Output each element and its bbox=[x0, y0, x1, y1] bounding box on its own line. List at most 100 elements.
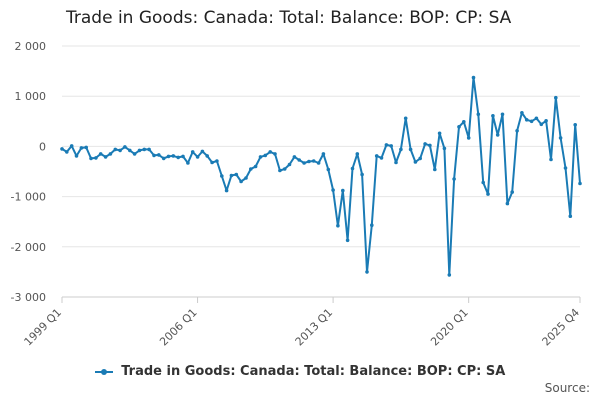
data-point bbox=[520, 111, 524, 115]
data-point bbox=[394, 160, 398, 165]
data-point bbox=[403, 116, 408, 121]
data-point bbox=[341, 188, 345, 193]
data-point bbox=[433, 167, 437, 172]
data-point bbox=[447, 273, 452, 277]
data-point bbox=[278, 168, 282, 173]
data-point bbox=[200, 149, 205, 154]
data-point bbox=[462, 120, 466, 124]
data-point bbox=[258, 155, 263, 159]
data-point bbox=[147, 147, 151, 152]
data-point bbox=[239, 179, 243, 184]
data-point bbox=[311, 159, 316, 163]
data-point bbox=[471, 75, 476, 80]
data-point bbox=[491, 114, 495, 118]
data-point bbox=[452, 177, 456, 181]
legend[interactable]: Trade in Goods: Canada: Total: Balance: … bbox=[0, 364, 600, 379]
x-tick-label: 2025 Q4 bbox=[540, 306, 583, 349]
data-point bbox=[365, 270, 369, 274]
y-tick-label: -2 000 bbox=[11, 241, 46, 254]
data-point bbox=[563, 166, 568, 170]
data-point bbox=[481, 180, 486, 185]
data-point bbox=[568, 214, 573, 218]
data-point bbox=[171, 154, 176, 158]
data-point bbox=[389, 144, 394, 148]
line-chart: 2 000 1 000 0 -1 000 -2 000 -3 000 1999 Q1 2006… bbox=[11, 40, 583, 349]
data-point bbox=[282, 167, 287, 171]
data-point bbox=[355, 152, 360, 156]
data-point bbox=[79, 146, 84, 150]
data-point bbox=[524, 118, 529, 122]
data-point bbox=[142, 147, 147, 152]
data-point bbox=[554, 95, 558, 100]
x-tick-label: 2020 Q1 bbox=[428, 306, 471, 349]
data-point bbox=[360, 172, 364, 177]
data-point bbox=[137, 148, 142, 153]
data-point bbox=[229, 173, 234, 178]
legend-line-marker-icon bbox=[94, 367, 113, 377]
data-point bbox=[500, 112, 505, 117]
data-point bbox=[539, 122, 544, 127]
source-label: Source: bbox=[544, 381, 590, 395]
data-point bbox=[186, 161, 190, 165]
data-point bbox=[379, 156, 384, 160]
data-point bbox=[123, 145, 127, 149]
y-tick-label: -1 000 bbox=[11, 191, 46, 204]
data-point bbox=[326, 167, 331, 172]
data-point bbox=[103, 155, 108, 159]
data-point bbox=[457, 125, 461, 129]
data-point bbox=[118, 148, 122, 153]
data-point bbox=[510, 190, 514, 194]
data-point bbox=[321, 152, 326, 156]
data-point bbox=[190, 150, 195, 154]
data-point bbox=[195, 155, 200, 159]
data-point bbox=[268, 150, 273, 154]
data-point bbox=[292, 155, 297, 159]
data-point bbox=[157, 153, 161, 157]
legend-dot bbox=[100, 368, 107, 375]
data-point bbox=[181, 154, 185, 159]
data-point bbox=[234, 172, 239, 177]
data-point bbox=[374, 154, 379, 158]
data-point bbox=[544, 119, 548, 123]
data-point bbox=[442, 146, 447, 151]
data-point bbox=[505, 201, 510, 206]
data-point bbox=[74, 154, 79, 158]
data-point bbox=[152, 153, 156, 158]
data-point bbox=[94, 156, 98, 160]
data-point bbox=[336, 223, 340, 228]
data-point bbox=[495, 133, 500, 137]
data-point bbox=[176, 155, 180, 160]
data-point bbox=[515, 129, 519, 133]
data-point bbox=[573, 123, 577, 127]
data-point bbox=[166, 154, 171, 159]
data-point bbox=[384, 143, 389, 147]
data-point bbox=[210, 160, 214, 165]
data-point bbox=[108, 152, 113, 156]
data-point bbox=[466, 136, 471, 140]
data-point bbox=[263, 153, 268, 158]
data-point bbox=[486, 192, 490, 196]
data-point bbox=[428, 143, 432, 148]
data-point bbox=[224, 188, 229, 193]
data-point bbox=[423, 142, 427, 146]
data-point bbox=[205, 154, 209, 158]
data-point bbox=[370, 223, 374, 227]
series-line bbox=[61, 76, 581, 276]
data-point bbox=[113, 147, 118, 152]
data-point bbox=[98, 152, 103, 156]
data-point bbox=[249, 167, 253, 171]
data-point bbox=[84, 145, 88, 150]
data-point bbox=[65, 150, 69, 154]
data-point bbox=[529, 119, 534, 124]
chart-title: Trade in Goods: Canada: Total: Balance: … bbox=[66, 8, 512, 28]
y-tick-label: -3 000 bbox=[11, 291, 46, 304]
data-point bbox=[476, 112, 481, 117]
data-point bbox=[534, 116, 539, 121]
data-point bbox=[302, 161, 306, 165]
data-point bbox=[220, 174, 224, 178]
data-point bbox=[350, 166, 355, 171]
data-point bbox=[132, 152, 137, 156]
data-point bbox=[418, 156, 423, 161]
data-point bbox=[287, 162, 292, 167]
data-point bbox=[578, 181, 582, 186]
